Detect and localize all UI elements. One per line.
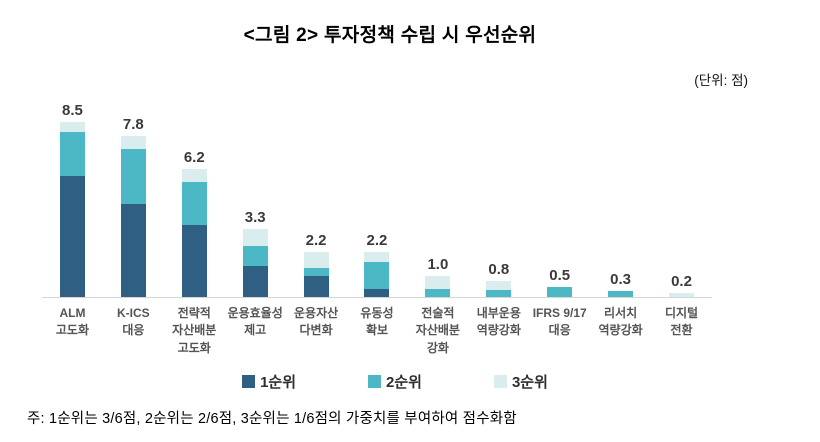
bar-total-label: 6.2: [183, 149, 205, 167]
bar-stack: [669, 292, 695, 297]
bar-stack: [364, 251, 390, 297]
bar-segment-rank3: [303, 251, 329, 269]
bar-segment-rank3: [364, 251, 390, 263]
bar-segment-rank2: [181, 181, 207, 225]
bar-stack: [181, 169, 207, 297]
bar-segment-rank2: [303, 268, 329, 277]
legend-item-rank1: 1순위: [242, 371, 296, 392]
bar-column: 0.2: [651, 273, 712, 297]
bar-stack: [303, 251, 329, 297]
bar-total-label: 0.8: [488, 260, 510, 278]
bar-total-label: 2.2: [366, 231, 388, 249]
bar-column: 1.0: [407, 256, 468, 297]
bar-column: 7.8: [103, 116, 164, 297]
bar-total-label: 0.2: [671, 272, 692, 290]
x-axis-label: 전략적 자산배분 고도화: [172, 306, 217, 355]
bar-column: 0.5: [529, 267, 590, 297]
bar-total-label: 8.5: [62, 101, 83, 119]
bar-total-label: 1.0: [427, 256, 449, 274]
legend-swatch-rank3: [493, 375, 507, 388]
bar-segment-rank3: [120, 136, 146, 149]
bar-segment-rank2: [120, 148, 146, 205]
bar-column: 2.2: [286, 232, 347, 297]
bar-stack: [486, 280, 512, 297]
bar-stack: [120, 136, 146, 297]
x-axis-label: 리서치 역량강화: [598, 306, 643, 338]
page-title: <그림 2> 투자정책 수립 시 우선순위: [243, 25, 537, 46]
bar-segment-rank1: [181, 224, 207, 297]
bar-segment-rank2: [425, 288, 451, 297]
bar-segment-rank1: [59, 175, 85, 297]
x-axis-labels: ALM 고도화 K-ICS 대응 전략적 자산배분 고도화 운용효율성 제고 운용자산 …: [42, 305, 712, 357]
x-axis-label: K-ICS 대응: [117, 306, 150, 338]
bar-segment-rank3: [59, 121, 85, 133]
x-axis-label: 디지털 전환: [664, 306, 699, 338]
bar-total-label: 3.3: [244, 209, 266, 227]
bar-column: 0.8: [468, 261, 529, 297]
bar-segment-rank1: [242, 266, 268, 297]
bar-total-label: 2.2: [305, 231, 327, 249]
x-axis-label: 유동성 확보: [360, 306, 394, 338]
bar-column: 3.3: [225, 209, 286, 297]
x-axis-label: ALM 고도화: [55, 306, 90, 338]
stacked-bar-chart: 8.5 7.8 6.2 3.3 2.2 2.2 1.0 0.8 0.5 0.3 0.2 ALM 고도…: [42, 95, 712, 357]
bar-stack: [242, 229, 268, 297]
bar-column: 6.2: [164, 149, 225, 297]
legend-item-rank3: 3순위: [493, 371, 548, 392]
legend-swatch-rank2: [368, 375, 382, 388]
legend: 1순위 2순위 3순위: [0, 371, 790, 392]
x-axis-label: 내부운용 역량강화: [476, 306, 521, 338]
legend-label: 3순위: [511, 374, 548, 391]
plot-area: 8.5 7.8 6.2 3.3 2.2 2.2 1.0 0.8 0.5 0.3 0.2: [42, 95, 712, 298]
bar-total-label: 0.3: [610, 270, 632, 288]
legend-item-rank2: 2순위: [368, 371, 422, 392]
x-axis-label: 운용자산 다변화: [293, 306, 339, 338]
bar-column: 8.5: [42, 102, 103, 297]
legend-label: 2순위: [386, 374, 422, 391]
x-axis-label: 운용효율성 제고: [227, 306, 283, 338]
legend-label: 1순위: [260, 374, 297, 391]
bar-total-label: 7.8: [122, 116, 144, 134]
bar-segment-rank3: [242, 229, 268, 246]
bar-stack: [425, 276, 451, 297]
bar-segment-rank2: [242, 245, 268, 267]
unit-label: (단위: 점): [694, 73, 748, 88]
bar-stack: [608, 290, 634, 297]
bar-stack: [59, 121, 85, 297]
bar-segment-rank3: [181, 169, 207, 182]
bar-total-label: 0.5: [549, 266, 571, 284]
bar-segment-rank1: [303, 276, 329, 297]
bar-segment-rank3: [486, 280, 512, 290]
bar-segment-rank2: [486, 289, 512, 297]
x-axis-label: 전술적 자산배분 강화: [415, 306, 460, 355]
bar-segment-rank2: [608, 290, 634, 297]
bar-segment-rank2: [59, 132, 85, 176]
note-text: 주: 1순위는 3/6점, 2순위는 2/6점, 3순위는 1/6점의 가중치를…: [27, 411, 517, 427]
bar-segment-rank3: [669, 292, 695, 297]
bar-segment-rank1: [364, 288, 390, 297]
bar-segment-rank1: [120, 204, 146, 297]
bar-segment-rank3: [425, 276, 451, 289]
legend-swatch-rank1: [242, 375, 256, 388]
x-axis-label: IFRS 9/17 대응: [532, 306, 587, 338]
bar-column: 0.3: [590, 271, 651, 297]
bar-segment-rank2: [364, 262, 390, 289]
bar-column: 2.2: [347, 232, 408, 297]
bar-segment-rank2: [547, 286, 573, 297]
bar-stack: [547, 286, 573, 297]
